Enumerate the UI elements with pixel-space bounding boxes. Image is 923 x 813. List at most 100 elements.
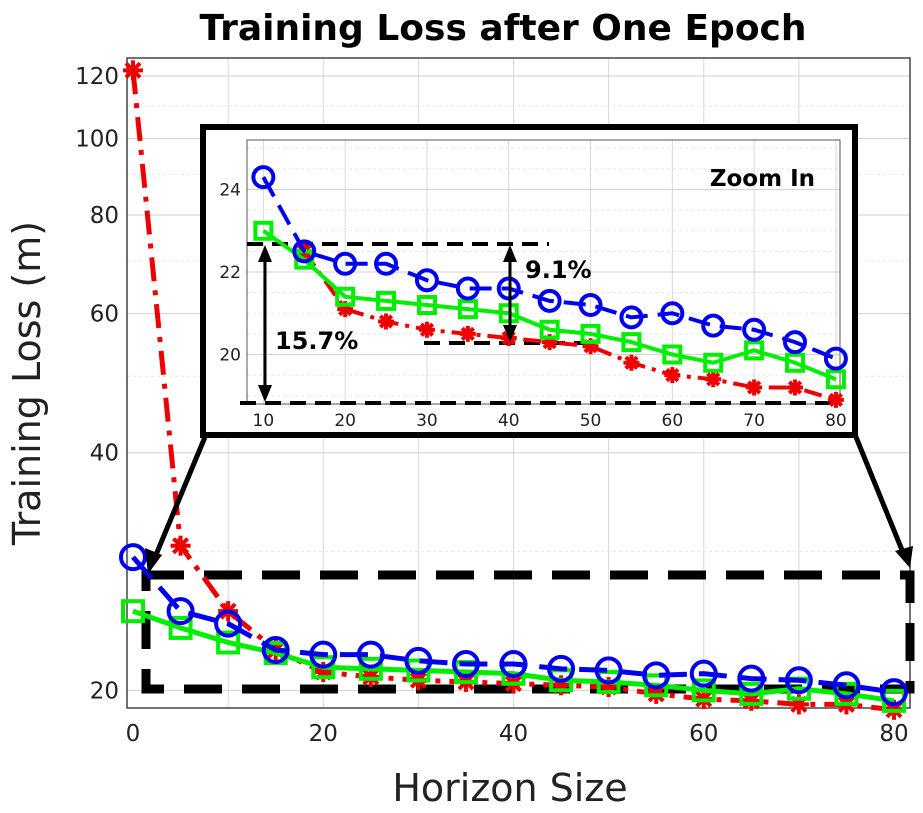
y-tick-label: 120 <box>75 64 119 90</box>
y-axis-label: Training Loss (m) <box>5 221 49 546</box>
y-tick-label: 40 <box>90 441 119 467</box>
data-point-circle <box>333 251 358 276</box>
data-point-circle <box>823 346 848 371</box>
data-point-circle <box>537 288 562 313</box>
data-point-circle <box>594 656 623 685</box>
data-point-square <box>785 352 806 373</box>
data-point-star <box>459 325 476 342</box>
data-point-circle <box>547 654 576 683</box>
data-point-square <box>335 286 356 307</box>
y-tick-label: 60 <box>90 302 119 328</box>
data-point-square <box>457 299 478 320</box>
y-tick-label: 80 <box>90 203 119 229</box>
data-point-circle <box>660 301 685 326</box>
data-point-circle <box>119 543 147 572</box>
series-line-blue-circles <box>261 176 837 361</box>
data-point-square <box>376 290 397 311</box>
data-point-circle <box>701 313 726 338</box>
y-tick-label: 100 <box>75 127 119 153</box>
data-point-star <box>378 313 395 330</box>
x-axis-label: Horizon Size <box>392 766 627 810</box>
data-point-square <box>739 681 764 706</box>
data-point-square <box>416 295 437 315</box>
data-point-circle <box>414 268 439 293</box>
data-point-circle <box>261 636 290 665</box>
data-point-circle <box>404 646 433 675</box>
series-line-blue-circles <box>131 555 895 695</box>
connector-left <box>150 436 208 563</box>
data-point-circle <box>214 609 243 638</box>
inset-y-tick-label: 22 <box>219 263 241 283</box>
inset-x-tick-label: 40 <box>498 411 520 431</box>
data-point-circle <box>737 664 766 693</box>
arrow-15-7 <box>258 245 272 402</box>
data-point-circle <box>784 666 813 695</box>
inset-y-ticks: 20 22 24 <box>219 181 241 366</box>
inset-x-tick-label: 50 <box>580 411 602 431</box>
data-point-square <box>825 369 846 390</box>
data-point-square <box>253 220 274 241</box>
x-tick-label: 0 <box>126 721 141 747</box>
data-point-square <box>580 323 601 344</box>
data-point-circle <box>166 597 195 626</box>
data-point-square <box>311 655 336 680</box>
series-line-green-squares <box>262 229 837 382</box>
data-point-circle <box>832 671 861 700</box>
data-point-circle <box>292 239 317 264</box>
data-point-star <box>705 371 722 388</box>
data-point-circle <box>309 640 338 669</box>
connector-left-arrowhead <box>145 548 162 574</box>
main-x-ticks: 0 20 40 60 80 <box>126 721 909 747</box>
main-series <box>119 60 908 720</box>
zoom-region-box <box>141 570 915 694</box>
data-point-square <box>596 669 621 694</box>
main-y-ticks: 20 40 60 80 100 120 <box>75 64 119 704</box>
data-point-circle <box>455 276 480 301</box>
data-point-square <box>539 319 560 340</box>
data-point-circle <box>499 650 528 679</box>
data-point-square <box>358 656 383 681</box>
data-point-star <box>623 354 640 371</box>
inset-y-tick-label: 24 <box>219 181 241 201</box>
data-point-square <box>644 673 669 698</box>
data-point-square <box>621 332 642 353</box>
chart-title: Training Loss after One Epoch <box>199 8 806 49</box>
arrow-9-1 <box>503 245 517 342</box>
main-plot-frame <box>126 57 911 709</box>
x-tick-label: 80 <box>879 721 908 747</box>
series-line-green-squares <box>132 608 895 704</box>
inset-x-tick-label: 60 <box>662 411 684 431</box>
inset-frame <box>200 124 858 438</box>
annotation-9-1: 9.1% <box>525 256 592 284</box>
data-point-circle <box>356 640 385 669</box>
data-point-square <box>168 615 193 640</box>
x-tick-label: 40 <box>499 721 528 747</box>
data-point-star <box>787 379 804 396</box>
data-point-star <box>170 535 191 556</box>
inset-x-tick-label: 20 <box>334 411 356 431</box>
data-point-star <box>664 367 681 384</box>
inset-x-tick-label: 10 <box>253 411 275 431</box>
data-point-square <box>703 352 724 373</box>
y-tick-label: 20 <box>90 678 119 704</box>
inset-x-tick-label: 70 <box>743 411 765 431</box>
data-point-square <box>662 344 683 365</box>
data-point-circle <box>578 293 603 317</box>
data-point-star <box>123 60 143 81</box>
data-point-circle <box>374 251 399 276</box>
data-point-star <box>746 379 763 396</box>
data-point-circle <box>880 678 908 707</box>
connector-right <box>853 436 907 556</box>
data-point-circle <box>451 650 480 679</box>
inset-x-tick-label: 80 <box>825 411 847 431</box>
data-point-circle <box>642 661 671 690</box>
data-point-circle <box>742 317 767 342</box>
data-point-square <box>744 340 765 361</box>
data-point-circle <box>689 659 718 688</box>
data-point-circle <box>619 305 644 330</box>
inset-x-tick-label: 30 <box>416 411 438 431</box>
inset-x-ticks: 10 20 30 40 50 60 70 80 <box>253 411 847 431</box>
annotation-15-7: 15.7% <box>275 327 358 355</box>
inset-series <box>251 165 848 408</box>
